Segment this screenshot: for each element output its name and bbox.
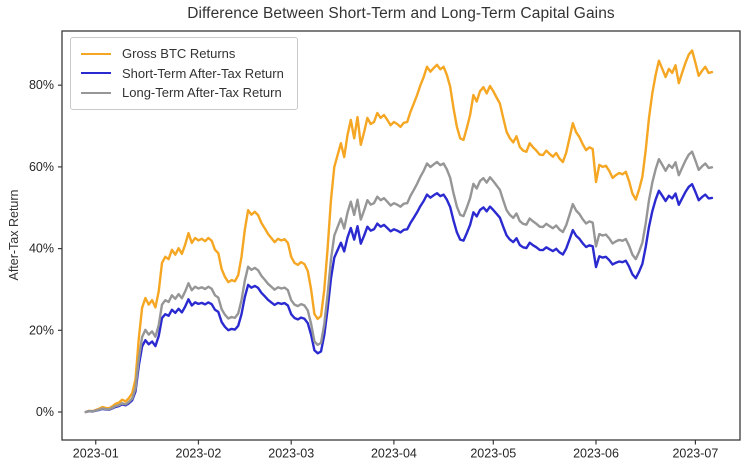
legend-label: Gross BTC Returns	[122, 46, 236, 62]
legend-line-sample-orange	[81, 52, 111, 55]
legend-line-sample-blue	[81, 72, 111, 75]
x-tick-label: 2023-03	[268, 447, 314, 461]
series-line-long-term-after-tax-return	[84, 150, 714, 414]
x-tick-label: 2023-04	[371, 447, 417, 461]
y-tick-label: 20%	[29, 323, 54, 337]
y-axis-label: After-Tax Return	[7, 189, 21, 281]
chart-title: Difference Between Short-Term and Long-T…	[187, 5, 615, 22]
series-line-gross-btc-returns	[84, 49, 714, 414]
legend-line-sample-gray	[81, 91, 111, 94]
y-tick-label: 60%	[29, 160, 54, 174]
x-tick-label: 2023-01	[73, 447, 119, 461]
legend-label: Long-Term After-Tax Return	[122, 85, 282, 101]
legend-item-long-term-after-tax: Long-Term After-Tax Return	[81, 83, 284, 103]
legend-item-gross-btc-returns: Gross BTC Returns	[81, 44, 284, 64]
y-tick-label: 40%	[29, 242, 54, 256]
x-tick-label: 2023-06	[573, 447, 619, 461]
x-tick-label: 2023-02	[176, 447, 222, 461]
x-tick-label: 2023-07	[672, 447, 718, 461]
y-tick-label: 80%	[29, 78, 54, 92]
legend: Gross BTC Returns Short-Term After-Tax R…	[70, 37, 298, 110]
series-line-short-term-after-tax-return	[84, 182, 714, 414]
x-tick-label: 2023-05	[470, 447, 516, 461]
axes-spines	[61, 30, 741, 441]
legend-label: Short-Term After-Tax Return	[122, 65, 284, 81]
legend-item-short-term-after-tax: Short-Term After-Tax Return	[81, 64, 284, 84]
y-tick-label: 0%	[36, 405, 54, 419]
